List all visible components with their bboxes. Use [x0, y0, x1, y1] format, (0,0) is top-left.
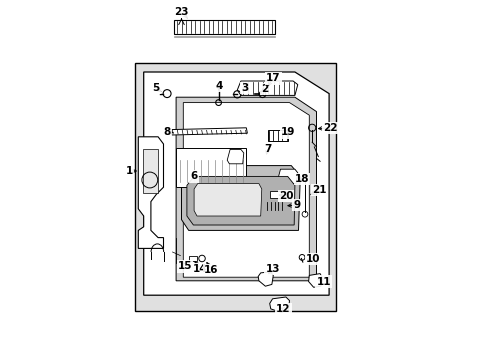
Text: 9: 9: [292, 200, 300, 210]
Polygon shape: [258, 272, 273, 286]
Text: 12: 12: [276, 304, 290, 314]
Text: 11: 11: [316, 276, 330, 287]
Bar: [176, 148, 246, 187]
Text: 19: 19: [281, 127, 295, 138]
Text: 10: 10: [305, 254, 320, 264]
Text: 4: 4: [215, 81, 223, 91]
Text: 14: 14: [193, 264, 207, 274]
Polygon shape: [186, 176, 294, 225]
Polygon shape: [194, 184, 261, 216]
Bar: [188, 256, 196, 261]
Text: 8: 8: [163, 127, 170, 138]
Polygon shape: [308, 274, 322, 287]
Polygon shape: [138, 137, 163, 248]
Text: 15: 15: [178, 261, 192, 271]
Text: 22: 22: [322, 123, 337, 133]
Text: 18: 18: [294, 174, 309, 184]
Bar: [174, 20, 275, 34]
Text: 21: 21: [311, 185, 326, 195]
Text: 17: 17: [265, 73, 280, 84]
Polygon shape: [181, 166, 300, 230]
Bar: [134, 63, 336, 311]
Text: 2: 2: [260, 84, 267, 94]
Text: 6: 6: [190, 171, 197, 181]
Polygon shape: [176, 97, 316, 281]
Polygon shape: [269, 297, 289, 312]
Text: 16: 16: [203, 265, 218, 275]
Polygon shape: [277, 169, 297, 184]
Text: 3: 3: [241, 83, 247, 93]
Text: 7: 7: [264, 144, 271, 154]
Bar: [265, 202, 283, 211]
Text: 5: 5: [152, 83, 160, 93]
Text: 23: 23: [174, 6, 188, 17]
Bar: [267, 130, 287, 141]
Bar: [269, 191, 281, 198]
Polygon shape: [237, 81, 297, 95]
Polygon shape: [170, 128, 247, 135]
Polygon shape: [183, 103, 309, 277]
Text: 20: 20: [278, 191, 292, 201]
Text: 1: 1: [125, 166, 133, 176]
Polygon shape: [143, 72, 328, 295]
Text: 13: 13: [265, 264, 279, 274]
Polygon shape: [227, 149, 244, 164]
Bar: [142, 149, 158, 193]
